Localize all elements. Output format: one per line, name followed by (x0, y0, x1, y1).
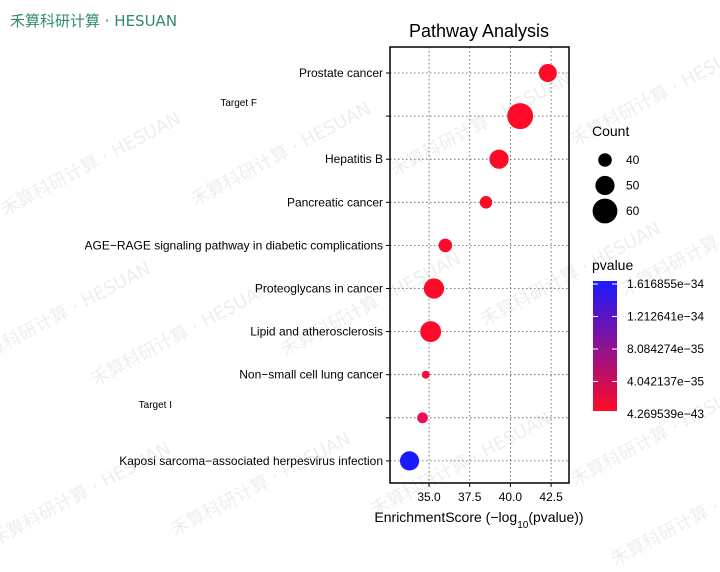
pvalue-legend-title: pvalue (592, 257, 633, 273)
y-tick-label: Prostate cancer (299, 66, 383, 80)
pvalue-legend-label: 1.616855e−34 (627, 277, 704, 291)
count-legend-dot (592, 198, 618, 224)
y-tick-label: Pancreatic cancer (287, 195, 383, 209)
data-point (420, 321, 442, 343)
y-tick-label: Proteoglycans in cancer (255, 282, 383, 296)
data-point (538, 63, 557, 83)
count-legend: Count 40 50 60 (592, 123, 640, 224)
y-tick-label: AGE−RAGE signaling pathway in diabetic c… (85, 238, 384, 252)
pathway-chart: Pathway Analysis Prostate cancer Target F… (85, 21, 705, 531)
count-legend-dot (595, 175, 615, 196)
pvalue-legend-label: 4.269539e−43 (627, 407, 704, 421)
data-point (399, 451, 420, 471)
y-tick-label: Hepatitis B (325, 152, 383, 166)
y-axis-labels: Prostate cancer Target F Hepatitis B Pancre… (85, 66, 390, 468)
count-legend-label: 60 (626, 204, 640, 218)
data-point (417, 412, 428, 424)
data-point (479, 196, 493, 209)
data-points (399, 63, 557, 471)
pvalue-legend-label: 1.212641e−34 (627, 310, 704, 324)
plot-frame (389, 46, 570, 484)
y-tick-label: Non−small cell lung cancer (239, 368, 383, 382)
x-axis-ticks: 35.0 37.5 40.0 42.5 (417, 483, 563, 504)
count-legend-label: 50 (626, 179, 640, 193)
count-legend-title: Count (592, 123, 629, 139)
pvalue-color-bar (593, 281, 617, 411)
x-tick-label: 35.0 (417, 490, 441, 504)
data-point (507, 103, 534, 130)
brand-logo-text: 禾算科研计算 · HESUAN (10, 12, 178, 30)
x-tick-label: 40.0 (499, 490, 523, 504)
count-legend-label: 40 (626, 153, 640, 167)
x-tick-label: 42.5 (539, 490, 563, 504)
data-point (438, 238, 453, 253)
x-axis-title: EnrichmentScore (−log10(pvalue)) (374, 509, 583, 531)
y-tick-label: Target I (139, 400, 172, 411)
pvalue-legend: pvalue 1.616855e−34 1.212641e−34 8.084274e−… (592, 257, 704, 421)
data-point (489, 149, 509, 169)
data-point (421, 370, 430, 379)
grid-lines (390, 47, 569, 483)
pvalue-legend-label: 4.042137e−35 (627, 375, 704, 389)
pvalue-legend-label: 8.084274e−35 (627, 342, 704, 356)
chart-title: Pathway Analysis (409, 21, 549, 41)
x-tick-label: 37.5 (458, 490, 482, 504)
y-tick-label: Target F (220, 98, 257, 109)
y-tick-label: Kaposi sarcoma−associated herpesvirus in… (119, 454, 383, 468)
data-point (423, 278, 445, 299)
count-legend-dot (598, 153, 612, 167)
y-tick-label: Lipid and atherosclerosis (250, 325, 383, 339)
